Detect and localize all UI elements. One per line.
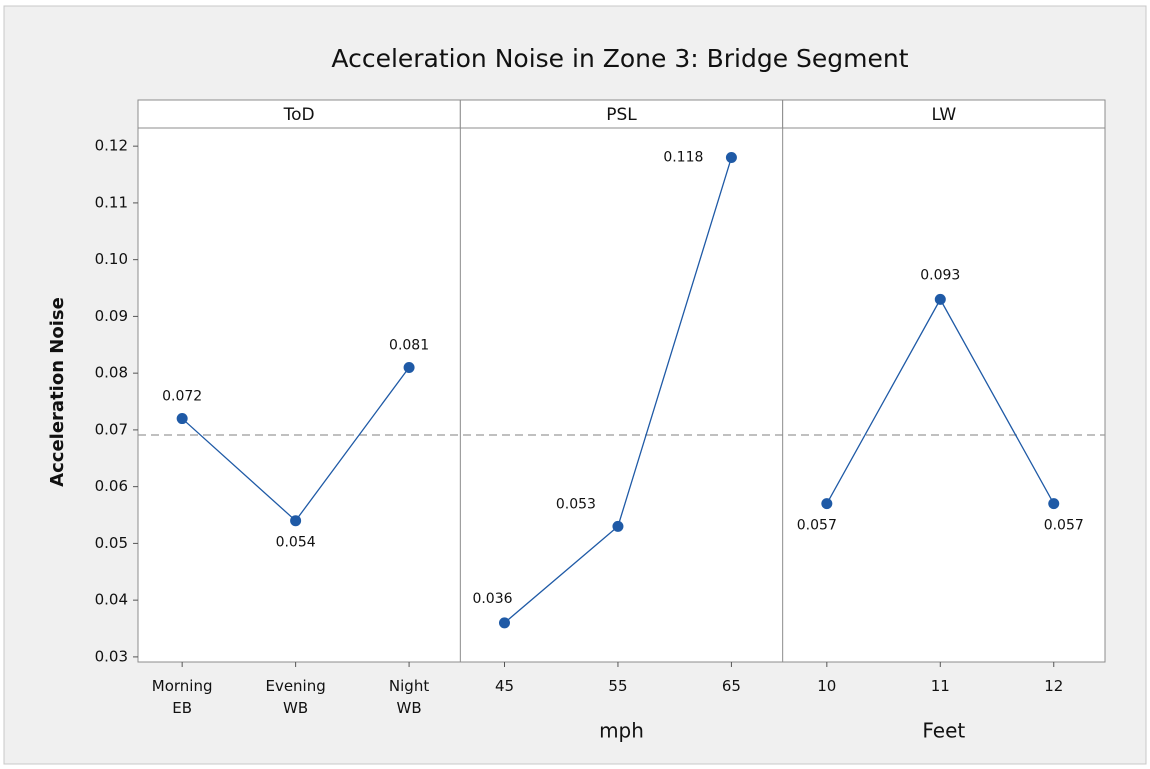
data-label: 0.081 xyxy=(389,337,429,353)
x-axis-label: Feet xyxy=(922,719,965,743)
x-tick-label-line: 12 xyxy=(1044,677,1063,695)
x-tick-label: 45 xyxy=(495,677,514,695)
panel-header-label: PSL xyxy=(606,105,637,125)
data-label: 0.057 xyxy=(1044,518,1084,534)
x-tick-label: Morning EB xyxy=(152,677,213,717)
y-tick-label: 0.10 xyxy=(95,250,128,268)
data-label: 0.093 xyxy=(920,267,960,283)
x-tick-label-line: Night xyxy=(389,677,429,695)
data-point xyxy=(1048,498,1060,510)
panel-header xyxy=(137,99,461,129)
data-label: 0.053 xyxy=(556,496,596,512)
x-tick-label: 11 xyxy=(931,677,950,695)
x-tick-label: 65 xyxy=(722,677,741,695)
y-tick-label: 0.06 xyxy=(95,477,128,495)
data-point xyxy=(176,413,188,425)
x-tick-label-line: WB xyxy=(397,699,422,717)
plot-area xyxy=(137,127,1106,663)
y-tick-label: 0.03 xyxy=(95,647,128,665)
x-tick-label-line: WB xyxy=(283,699,308,717)
data-point xyxy=(290,515,302,527)
x-tick-label: 12 xyxy=(1044,677,1063,695)
x-tick-label: 55 xyxy=(608,677,627,695)
y-axis-label: Acceleration Noise xyxy=(47,297,68,487)
data-label: 0.054 xyxy=(276,535,316,551)
y-tick-label: 0.04 xyxy=(95,591,128,609)
x-tick-label: Evening WB xyxy=(265,677,325,717)
data-label: 0.072 xyxy=(162,389,202,405)
data-point xyxy=(725,152,737,164)
x-tick-label-line: 65 xyxy=(722,677,741,695)
x-tick-label-line: 55 xyxy=(608,677,627,695)
panel-header-label: ToD xyxy=(283,105,315,125)
x-tick-label-line: 11 xyxy=(931,677,950,695)
data-label: 0.057 xyxy=(797,518,837,534)
data-label: 0.036 xyxy=(472,591,512,607)
x-tick-label: Night WB xyxy=(389,677,429,717)
data-label: 0.118 xyxy=(663,150,703,166)
data-point xyxy=(612,520,624,532)
y-tick-label: 0.05 xyxy=(95,534,128,552)
y-tick-label: 0.09 xyxy=(95,307,128,325)
data-point xyxy=(498,617,510,629)
y-tick-label: 0.07 xyxy=(95,420,128,438)
x-tick-label: 10 xyxy=(817,677,836,695)
chart-title: Acceleration Noise in Zone 3: Bridge Seg… xyxy=(331,44,908,73)
data-point xyxy=(403,361,415,373)
y-tick-label: 0.12 xyxy=(95,137,128,155)
data-point xyxy=(934,293,946,305)
x-axis-label: mph xyxy=(599,719,644,743)
x-tick-label-line: 10 xyxy=(817,677,836,695)
data-point xyxy=(821,498,833,510)
x-tick-label-line: 45 xyxy=(495,677,514,695)
x-tick-label-line: EB xyxy=(172,699,192,717)
y-tick-label: 0.11 xyxy=(95,193,128,211)
panel-header xyxy=(782,99,1106,129)
y-tick-label: 0.08 xyxy=(95,364,128,382)
x-tick-label-line: Evening xyxy=(265,677,325,695)
panel-header xyxy=(459,99,784,129)
panel-header-label: LW xyxy=(931,105,956,125)
x-tick-label-line: Morning xyxy=(152,677,213,695)
